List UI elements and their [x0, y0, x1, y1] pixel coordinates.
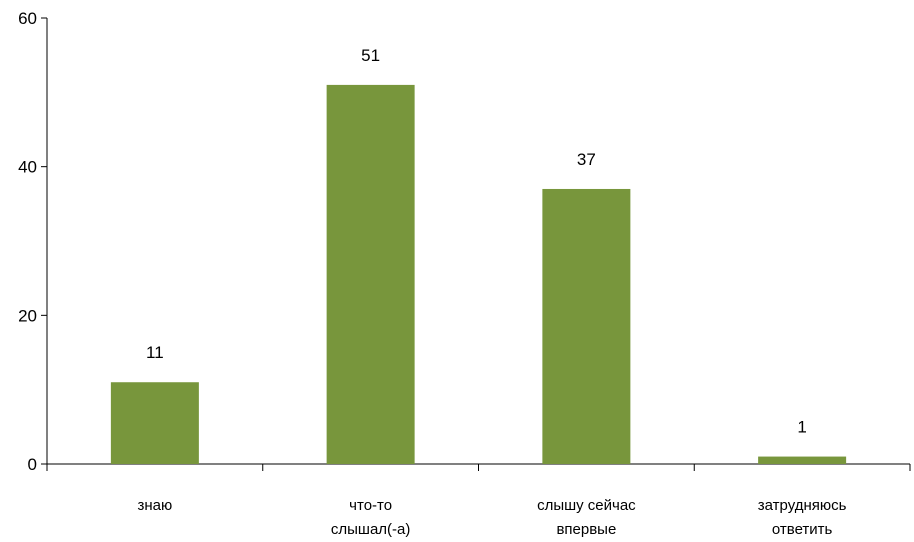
- y-tick-label: 60: [18, 9, 37, 28]
- category-label: что-то слышал(-а): [331, 497, 411, 538]
- bar-value-label: 51: [361, 46, 380, 65]
- bar-value-label: 11: [146, 343, 164, 362]
- y-tick: 20: [18, 306, 47, 325]
- bars: [110, 84, 847, 465]
- bar-value-label: 37: [577, 150, 596, 169]
- bar: [326, 84, 415, 465]
- y-tick-label: 40: [18, 158, 37, 177]
- y-tick-label: 0: [28, 455, 37, 474]
- y-ticks: 0 20 40 60: [18, 9, 47, 474]
- y-tick: 40: [18, 158, 47, 177]
- category-label: слышу сейчас впервые: [537, 497, 636, 538]
- bar: [542, 188, 631, 464]
- category-label-line: слышу сейчас: [537, 497, 636, 514]
- category-label: знаю: [137, 497, 172, 514]
- category-label-line: что-то: [349, 497, 392, 514]
- bar: [758, 456, 847, 464]
- category-labels: знаю что-то слышал(-а) слышу сейчас впервые з…: [137, 497, 846, 538]
- y-tick: 0: [28, 455, 47, 474]
- x-ticks: [46, 464, 911, 471]
- value-labels: 11 51 37 1: [146, 46, 807, 437]
- y-tick-label: 20: [18, 306, 37, 325]
- bar: [110, 382, 199, 464]
- y-tick: 60: [18, 9, 47, 28]
- category-label-line: знаю: [137, 497, 172, 514]
- category-label-line: слышал(-а): [331, 521, 411, 538]
- category-label-line: впервые: [556, 521, 616, 538]
- category-label-line: затрудняюсь: [758, 497, 847, 514]
- category-label-line: ответить: [772, 521, 833, 538]
- category-label: затрудняюсь ответить: [758, 497, 847, 538]
- bar-value-label: 1: [797, 418, 806, 437]
